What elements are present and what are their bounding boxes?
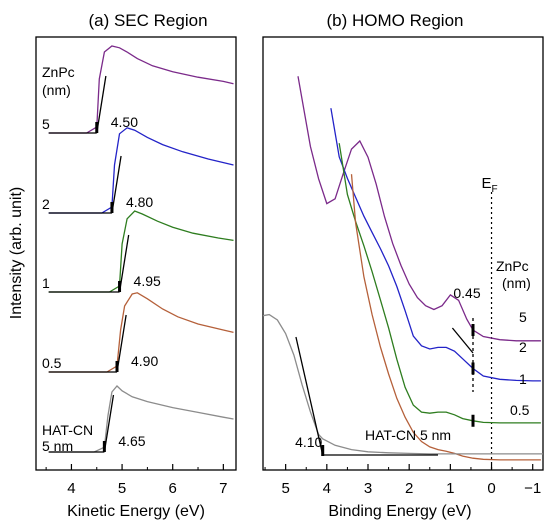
panel-b-x-tick-label: −1 bbox=[524, 480, 541, 497]
panel-a-x-ticks: 4 5 6 7 bbox=[45, 464, 228, 497]
panel-a-legend-header-line1: ZnPc bbox=[42, 64, 75, 80]
panel-a-series-5-edge-fit bbox=[96, 75, 107, 134]
panel-a-series-0-5-cutoff-label: 4.90 bbox=[131, 353, 158, 369]
panel-b-onset-fit-line bbox=[451, 327, 474, 354]
panel-b-x-axis-label: Binding Energy (eV) bbox=[328, 503, 471, 520]
panel-a-series-hat-cn-5-nm-cutoff-label: 4.65 bbox=[118, 433, 145, 449]
panel-a-title: (a) SEC Region bbox=[88, 11, 207, 30]
panel-b-x-ticks: 5 4 3 2 1 0 −1 bbox=[264, 464, 541, 497]
panel-a-series-hat-cn-5-nm-cutoff-marker bbox=[102, 441, 106, 452]
panel-a-series-5-curve bbox=[48, 45, 234, 134]
panel-a-x-tick-label: 4 bbox=[67, 480, 75, 497]
panel-a-series-hat-cn-5-nm-edge-fit bbox=[103, 394, 115, 453]
panel-a-series-label-2: 2 bbox=[42, 196, 50, 212]
panel-a-series-5-cutoff-label: 4.50 bbox=[111, 114, 138, 130]
panel-a-series-2-edge-fit bbox=[111, 155, 122, 214]
panel-b-x-tick-label: 4 bbox=[323, 480, 331, 497]
panel-b-x-tick-label: 3 bbox=[364, 480, 372, 497]
panel-a-x-axis-label: Kinetic Energy (eV) bbox=[67, 503, 205, 520]
panel-a-series-label-1: 1 bbox=[42, 275, 50, 291]
panel-a-curves bbox=[48, 45, 234, 453]
panel-a-x-tick-label: 6 bbox=[169, 480, 177, 497]
panel-a-series-1-curve bbox=[48, 210, 234, 293]
panel-b-labels: 0.45 4.10 HAT-CN 5 nm 5 2 1 0.5 bbox=[295, 285, 530, 450]
panel-b-legend-header-line2: (nm) bbox=[502, 275, 531, 291]
panel-a-series-0-5-edge-fit bbox=[116, 314, 127, 373]
panel-b-series-label-1: 1 bbox=[519, 371, 527, 387]
panel-a-series-1-edge-fit bbox=[118, 234, 130, 293]
panel-b-hatcn-label: HAT-CN 5 nm bbox=[365, 427, 451, 443]
panel-b-x-tick-label: 2 bbox=[405, 480, 413, 497]
panel-a-series-1-cutoff-label: 4.95 bbox=[134, 273, 161, 289]
panel-b-hatcn-edge-fit bbox=[295, 336, 324, 456]
panel-a-x-tick-label: 7 bbox=[219, 480, 227, 497]
panel-a-series-label-5: 5 bbox=[42, 116, 50, 132]
fermi-level-label: EF bbox=[482, 175, 498, 195]
panel-b-x-tick-label: 5 bbox=[281, 480, 289, 497]
panel-b-series-5-curve bbox=[297, 76, 541, 342]
panel-b-legend-header-line1: ZnPc bbox=[496, 258, 529, 274]
panel-b-hatcn-onset-label: 4.10 bbox=[295, 434, 322, 450]
panel-b-x-tick-label: 0 bbox=[487, 480, 495, 497]
panel-a-x-tick-label: 5 bbox=[118, 480, 126, 497]
panel-b-series-0-5-curve bbox=[350, 174, 541, 461]
panel-a-series-2-cutoff-label: 4.80 bbox=[126, 194, 153, 210]
panel-a-sec-region: (a) SEC Region 4 5 6 7 4.50 5 4.80 2 4.95 1 4.90 0… bbox=[8, 11, 237, 520]
y-axis-label: Intensity (arb. unit) bbox=[8, 187, 25, 320]
panel-b-frame bbox=[262, 36, 544, 471]
panel-a-series-1-cutoff-marker bbox=[118, 281, 122, 292]
panel-a-series-label-hat-cn-5-nm-line1: HAT-CN bbox=[42, 422, 93, 438]
panel-a-series-label-hat-cn-5-nm-line2: 5 nm bbox=[42, 438, 73, 454]
panel-b-curves bbox=[262, 76, 543, 461]
panel-b-series-2-curve bbox=[330, 108, 541, 382]
panel-b-onset-label: 0.45 bbox=[453, 285, 480, 301]
panel-b-onset-marker bbox=[471, 414, 475, 427]
panel-a-frame bbox=[35, 36, 237, 471]
panel-a-series-2-cutoff-marker bbox=[110, 202, 114, 213]
panel-a-labels: 4.50 5 4.80 2 4.95 1 4.90 0.5 4.65 HAT-CN5 nm bbox=[42, 114, 161, 454]
panel-a-series-0-5-cutoff-marker bbox=[115, 361, 119, 372]
panel-a-series-label-0-5: 0.5 bbox=[42, 355, 62, 371]
panel-a-legend-header-line2: (nm) bbox=[42, 82, 71, 98]
panel-b-x-tick-label: 1 bbox=[446, 480, 454, 497]
panel-a-series-2-curve bbox=[48, 127, 234, 214]
panel-b-series-label-0-5: 0.5 bbox=[510, 402, 530, 418]
panel-b-homo-region: (b) HOMO Region 5 4 3 2 1 0 −1 EF 0.45 4.10 HAT-… bbox=[262, 11, 544, 520]
panel-b-series-hat-cn-5-nm-curve bbox=[262, 313, 543, 455]
panel-b-hatcn-onset-marker bbox=[321, 445, 325, 456]
panel-a-series-5-cutoff-marker bbox=[95, 122, 99, 133]
panel-b-series-label-5: 5 bbox=[519, 309, 527, 325]
panel-b-series-label-2: 2 bbox=[519, 339, 527, 355]
panel-b-title: (b) HOMO Region bbox=[327, 11, 464, 30]
panel-b-series-1-curve bbox=[338, 143, 541, 424]
